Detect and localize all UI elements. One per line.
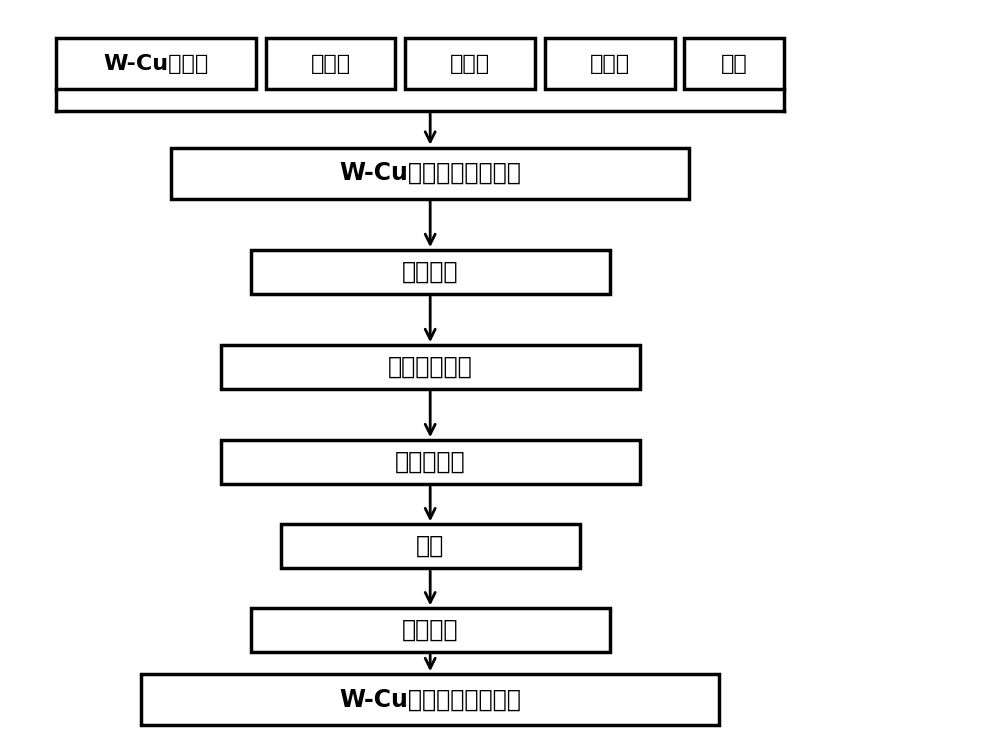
FancyBboxPatch shape: [251, 608, 610, 653]
Text: 分散剂: 分散剂: [310, 54, 351, 73]
FancyBboxPatch shape: [221, 345, 640, 389]
FancyBboxPatch shape: [141, 674, 719, 725]
Text: 粘结剂: 粘结剂: [450, 54, 490, 73]
Text: 增塑剂: 增塑剂: [590, 54, 630, 73]
FancyBboxPatch shape: [405, 38, 535, 89]
Text: 溶剂: 溶剂: [721, 54, 748, 73]
Text: 裁剪、叠片: 裁剪、叠片: [395, 450, 466, 474]
Text: W-Cu体系金属流延料浆: W-Cu体系金属流延料浆: [339, 161, 521, 185]
FancyBboxPatch shape: [684, 38, 784, 89]
FancyBboxPatch shape: [171, 148, 689, 199]
Text: W-Cu体系梯度复合材料: W-Cu体系梯度复合材料: [339, 688, 521, 712]
FancyBboxPatch shape: [251, 250, 610, 294]
Text: 流延成型: 流延成型: [402, 260, 458, 284]
Text: W-Cu金属粉: W-Cu金属粉: [103, 54, 209, 73]
Text: 热压烧结: 热压烧结: [402, 618, 458, 642]
Text: 排胶: 排胶: [416, 534, 444, 558]
FancyBboxPatch shape: [281, 524, 580, 568]
FancyBboxPatch shape: [56, 38, 256, 89]
FancyBboxPatch shape: [545, 38, 675, 89]
Text: 梯度结构设计: 梯度结构设计: [388, 355, 473, 379]
FancyBboxPatch shape: [266, 38, 395, 89]
FancyBboxPatch shape: [221, 440, 640, 484]
